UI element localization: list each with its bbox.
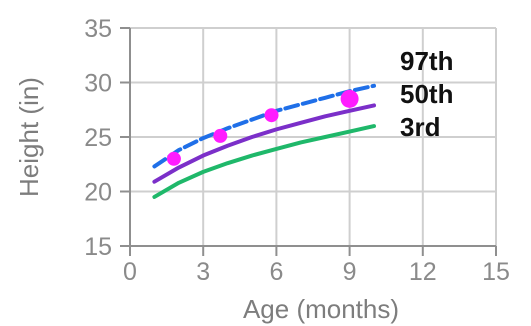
x-tick-label: 15 (482, 258, 510, 286)
x-tick-label: 0 (123, 258, 137, 286)
axes: 15 20 25 30 35 0 3 6 9 12 15 (84, 15, 510, 286)
grid (130, 27, 497, 246)
series-line-50th (152, 103, 376, 184)
data-point (340, 89, 359, 108)
y-tick-label: 30 (84, 70, 112, 98)
series-line-97th (152, 83, 376, 169)
data-points (166, 89, 359, 166)
series-label-50th: 50th (400, 79, 453, 109)
x-tick-label: 9 (343, 258, 357, 286)
series-line-3rd (152, 124, 376, 199)
series-label-97th: 97th (400, 46, 453, 76)
y-tick-label: 35 (84, 15, 112, 43)
x-axis-title: Age (months) (243, 294, 399, 324)
data-point (166, 151, 181, 166)
y-axis-title: Height (in) (14, 77, 44, 197)
y-tick-label: 20 (84, 179, 112, 207)
x-tick-label: 12 (409, 258, 437, 286)
x-tick-label: 6 (269, 258, 283, 286)
x-tick-label: 3 (196, 258, 210, 286)
series-lines (152, 83, 376, 199)
series-label-3rd: 3rd (400, 112, 440, 142)
data-point (213, 128, 228, 143)
y-tick-label: 25 (84, 124, 112, 152)
y-tick-label: 15 (84, 233, 112, 261)
data-point (264, 108, 279, 123)
